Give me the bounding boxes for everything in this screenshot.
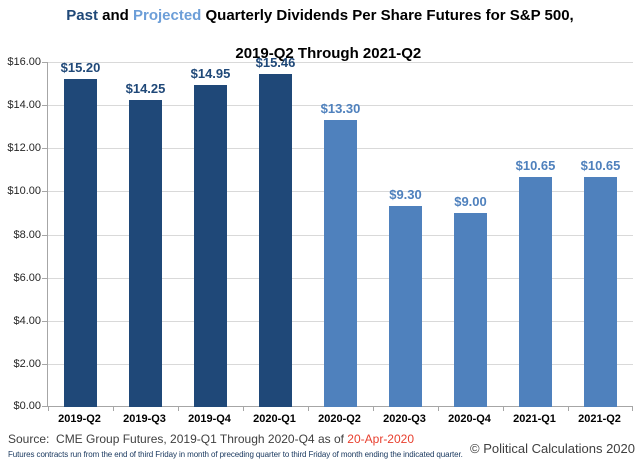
y-axis-tick-label: $6.00 [13,272,41,284]
title-word-past: Past [66,7,98,24]
bar-2021-Q1 [519,177,552,407]
y-axis-tick-label: $0.00 [13,400,41,412]
bar-2021-Q2 [584,177,617,407]
gridline [48,105,633,106]
y-axis-tick [42,191,47,192]
title-rest: Quarterly Dividends Per Share Futures fo… [201,7,574,24]
x-axis-tick [373,407,374,411]
bar-2020-Q4 [454,213,487,407]
x-axis-category-label: 2019-Q4 [188,413,231,425]
x-axis-tick [503,407,504,411]
bar-value-label: $15.46 [255,55,296,70]
x-axis-category-label: 2020-Q1 [253,413,296,425]
source-text: Source: CME Group Futures, 2019-Q1 Throu… [8,432,348,446]
bar-value-label: $14.95 [190,66,231,81]
y-axis-tick [42,105,47,106]
x-axis-tick [243,407,244,411]
x-axis-category-label: 2020-Q4 [448,413,491,425]
x-axis-tick [568,407,569,411]
x-axis-tick [113,407,114,411]
source-line: Source: CME Group Futures, 2019-Q1 Throu… [8,432,414,460]
bar-2020-Q3 [389,206,422,407]
y-axis-tick-label: $14.00 [7,99,41,111]
title-line2: 2019-Q2 Through 2021-Q2 [235,45,422,62]
plot-area: $15.20 $14.25 $14.95 $15.46 $13.30 $9.30 $9.00… [42,55,633,411]
bar-value-label: $15.20 [60,60,101,75]
bar-value-label: $9.30 [389,187,422,202]
x-axis-tick [48,407,49,411]
y-axis-tick [42,321,47,322]
title-word-and: and [97,7,133,24]
y-axis-tick-label: $2.00 [13,358,41,370]
bar-value-label: $14.25 [125,81,166,96]
y-axis-tick-label: $10.00 [7,185,41,197]
bar-value-label: $10.65 [580,158,621,173]
gridline [48,62,633,63]
x-axis-category-label: 2020-Q3 [383,413,426,425]
x-axis-category-label: 2020-Q2 [318,413,361,425]
y-axis-tick-label: $8.00 [13,229,41,241]
y-axis-tick [42,62,47,63]
bar-2019-Q4 [194,85,227,407]
bar-2020-Q2 [324,120,357,407]
footnote: Futures contracts run from the end of th… [8,450,463,459]
x-axis-tick [438,407,439,411]
x-axis-category-label: 2021-Q2 [578,413,621,425]
y-axis-tick-label: $12.00 [7,142,41,154]
x-axis-category-label: 2019-Q3 [123,413,166,425]
title-word-projected: Projected [132,7,202,24]
bar-2019-Q2 [64,79,97,407]
y-axis-tick-label: $16.00 [7,56,41,68]
y-axis-tick [42,235,47,236]
bar-value-label: $13.30 [320,101,361,116]
x-axis-tick [178,407,179,411]
y-axis-tick [42,364,47,365]
y-axis-tick [42,148,47,149]
bar-2020-Q1 [259,74,292,407]
copyright: © Political Calculations 2020 [470,441,635,456]
bar-value-label: $9.00 [454,194,487,209]
x-axis-labels: 2019-Q2 2019-Q3 2019-Q4 2020-Q1 2020-Q2 2020-… [47,413,632,429]
x-axis-category-label: 2019-Q2 [58,413,101,425]
x-axis-tick [308,407,309,411]
bar-2019-Q3 [129,100,162,407]
x-axis-tick [632,407,633,411]
chart-title: Past and Projected Quarterly Dividends P… [0,6,640,82]
y-axis-tick [42,278,47,279]
y-axis-tick-label: $4.00 [13,315,41,327]
y-axis-tick [42,406,47,407]
y-axis-labels: $0.00 $2.00 $4.00 $6.00 $8.00 $10.00 $12.00 $14… [0,56,41,412]
x-axis-category-label: 2021-Q1 [513,413,556,425]
bar-value-label: $10.65 [515,158,556,173]
source-date: 20-Apr-2020 [347,432,415,446]
